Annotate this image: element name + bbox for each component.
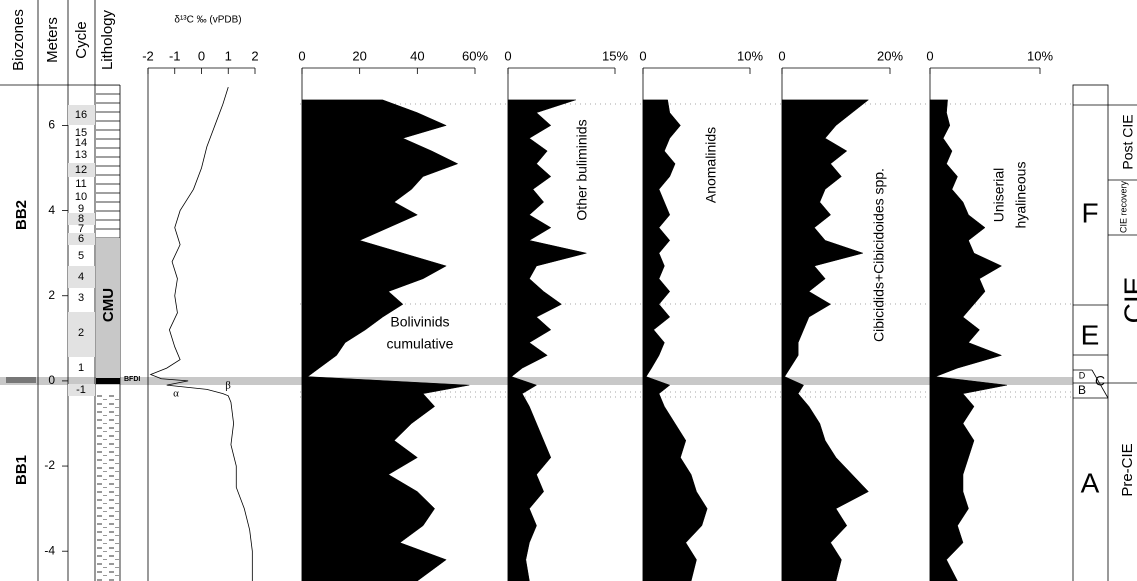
zone-label: E [1081,319,1100,350]
cmu-unit [96,238,120,378]
cycle-shade [68,213,95,225]
cycle-label: 9 [78,203,84,215]
y-tick-label: 4 [48,203,55,217]
cycle-shade [68,266,95,288]
cycle-label: 15 [75,127,87,139]
y-tick-label: -4 [44,543,55,557]
y-tick-label: 6 [48,118,55,132]
column-header: Cycle [73,21,90,59]
annotation: α [173,388,179,400]
x-tick-label: 0 [198,48,205,63]
cycle-shade [68,384,95,396]
bfdi-layer [96,378,120,384]
left-columns [0,0,121,581]
x-tick-label: 60% [462,48,488,63]
zone-label: A [1081,467,1100,498]
x-tick-label: 10% [737,48,763,63]
panel-label: cumulative [387,336,454,352]
zone-label: F [1081,197,1098,228]
cycle-label: 11 [75,178,86,190]
cycle-label: 14 [75,137,87,149]
zone-columns [1072,84,1137,581]
panel-label: Anomalinids [703,127,719,203]
cycle-label: 10 [75,191,87,203]
abundance-area [929,99,1008,581]
x-axis-label: δ¹³C ‰ (vPDB) [174,15,241,26]
panel-label: Cibicidids+Cibicidoides spp. [871,168,887,342]
event-label: BFDI [124,376,140,383]
column-header: Biozones [10,9,27,71]
zone-label: C [1095,373,1105,389]
limestone-pattern [96,85,120,238]
zone-label: D [1079,370,1086,380]
panel-label: Other buliminids [574,119,590,220]
cycle-label: 4 [78,271,84,283]
cycle-label: 1 [78,362,84,374]
panel-label: Uniserial [991,168,1007,222]
isotope-curve [149,87,253,581]
cycle-label: 6 [78,233,84,245]
cycle-shade [68,105,95,125]
x-tick-label: 0 [926,48,933,63]
abundance-area [781,99,870,581]
y-tick-label: -2 [44,458,55,472]
x-tick-label: 0 [778,48,785,63]
cycle-shade [68,163,95,177]
marl-pattern [96,395,120,581]
column-header: Lithology [99,9,116,70]
x-tick-label: 2 [251,48,258,63]
cycle-shade [68,312,95,357]
phase-label: Pre-CIE [1119,443,1136,496]
x-tick-label: -2 [142,48,154,63]
cycle-label: 2 [78,327,84,339]
zone-label: B [1078,383,1086,397]
x-tick-label: 0 [504,48,511,63]
zone-frame [1072,84,1109,581]
x-tick-label: -1 [169,48,181,63]
abundance-area [301,99,470,581]
panel-label: hyalineous [1013,162,1029,229]
unit-label: CMU [100,288,117,322]
cycle-label: -1 [76,384,86,396]
abundance-area [642,99,708,581]
abundance-area [507,99,587,581]
x-tick-label: 0 [639,48,646,63]
y-tick-label: 2 [48,288,55,302]
y-tick-label: 0 [48,373,55,387]
annotation: β [225,380,231,392]
column-header: Meters [44,17,61,63]
biozone-label: BB1 [13,455,30,485]
x-tick-label: 0 [298,48,305,63]
phase-label: CIE [1118,277,1137,324]
x-tick-label: 20 [352,48,366,63]
cycle-label: 8 [78,213,84,225]
cycle-label: 7 [78,223,84,235]
cycle-label: 12 [75,164,87,176]
cycle-label: 13 [75,149,87,161]
x-tick-label: 15% [602,48,628,63]
x-tick-label: 40 [410,48,424,63]
biozone-label: BB2 [13,200,30,230]
bfdi-band [0,377,1073,385]
x-tick-label: 10% [1027,48,1053,63]
zone-rule [1091,369,1109,399]
x-tick-label: 20% [877,48,903,63]
x-tick-label: 1 [225,48,232,63]
cycle-label: 3 [78,292,84,304]
panel-label: Bolivinids [390,314,449,330]
phase-label: CIE recovery [1118,180,1128,233]
phase-label: Post CIE [1120,114,1136,169]
cycle-label: 5 [78,250,84,262]
boundary-marker [6,377,36,383]
cycle-shade [68,233,95,245]
cycle-label: 16 [75,109,87,121]
